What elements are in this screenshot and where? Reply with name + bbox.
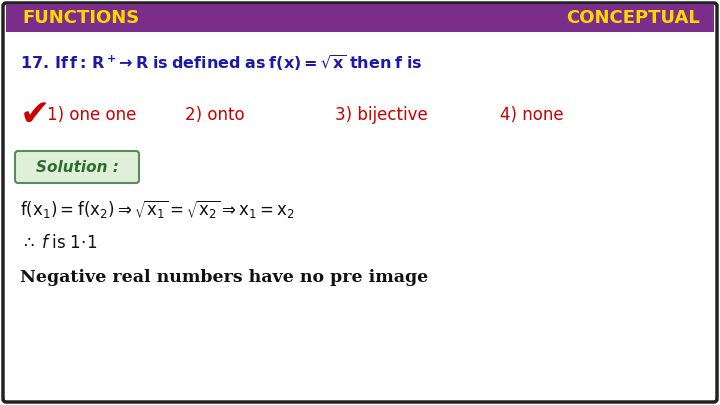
FancyBboxPatch shape xyxy=(6,4,714,32)
Text: $\mathbf{17.\,If\,f:\,R^+\!\rightarrow R\;is\;defined\;as\;f(x)=\sqrt{x}\;then\;: $\mathbf{17.\,If\,f:\,R^+\!\rightarrow R… xyxy=(20,53,423,73)
Text: 4) none: 4) none xyxy=(500,106,564,124)
Text: CONCEPTUAL: CONCEPTUAL xyxy=(566,9,700,27)
FancyBboxPatch shape xyxy=(15,151,139,183)
FancyBboxPatch shape xyxy=(3,3,717,402)
Text: $\therefore\; \mathit{f}\;\mathrm{is\;1\!\cdot\!1}$: $\therefore\; \mathit{f}\;\mathrm{is\;1\… xyxy=(20,234,98,252)
Text: ✔: ✔ xyxy=(20,98,50,132)
Text: Negative real numbers have no pre image: Negative real numbers have no pre image xyxy=(20,269,428,286)
Text: $\mathrm{f(x_1) = f(x_2) \Rightarrow \sqrt{x_1} = \sqrt{x_2} \Rightarrow x_1 = x: $\mathrm{f(x_1) = f(x_2) \Rightarrow \sq… xyxy=(20,199,295,221)
Text: FUNCTIONS: FUNCTIONS xyxy=(22,9,139,27)
Text: 3) bijective: 3) bijective xyxy=(335,106,428,124)
Text: 2) onto: 2) onto xyxy=(185,106,245,124)
Text: 1) one one: 1) one one xyxy=(47,106,136,124)
Text: Solution :: Solution : xyxy=(35,160,118,175)
